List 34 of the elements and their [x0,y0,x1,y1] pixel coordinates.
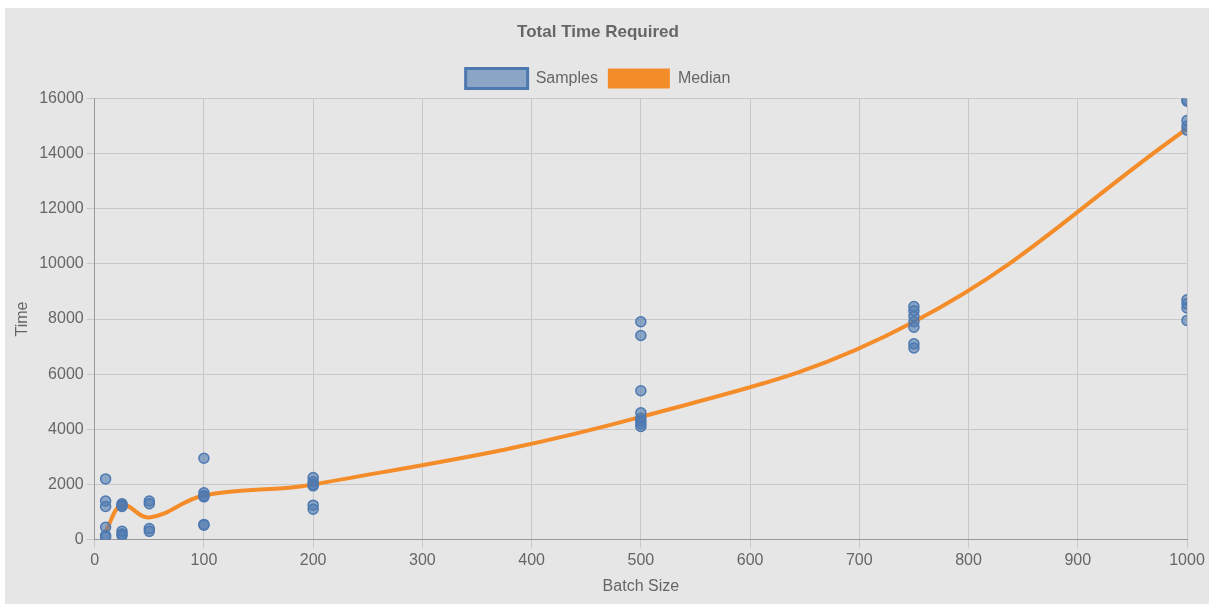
y-tick-label: 14000 [39,143,84,161]
y-tick-label: 16000 [39,88,84,106]
chart-title: Total Time Required [517,21,679,41]
point [635,329,647,342]
x-tick-label: 500 [627,550,655,568]
y-tick-label: 2000 [48,474,84,492]
x-tick-label: 600 [736,550,764,568]
point [908,321,920,334]
x-tick-label: 800 [955,550,982,568]
legend-label: Samples [535,68,598,86]
x-tick-label: 700 [845,550,873,568]
legend-label: Median [677,68,731,86]
y-tick-label: 10000 [39,254,84,272]
x-tick-label: 900 [1064,550,1092,568]
point [99,473,112,485]
point [198,452,210,464]
x-tick-label: 1000 [1169,550,1205,568]
y-tick-label: 6000 [48,364,84,382]
point [99,500,112,513]
y-tick-label: 0 [74,530,84,548]
x-tick-label: 200 [299,550,327,568]
x-tick-label: 300 [409,550,436,568]
x-tick-label: 100 [190,550,218,568]
y-tick-label: 8000 [48,309,84,327]
x-tick-label: 0 [90,550,100,568]
x-axis-title: Batch Size [602,576,680,594]
x-tick-label: 400 [518,550,546,568]
y-tick-label: 12000 [39,199,84,217]
point [908,342,920,354]
point [635,384,647,397]
y-axis-title: Time [13,301,31,337]
point [635,316,647,328]
point [307,503,319,516]
y-tick-label: 4000 [48,419,84,437]
